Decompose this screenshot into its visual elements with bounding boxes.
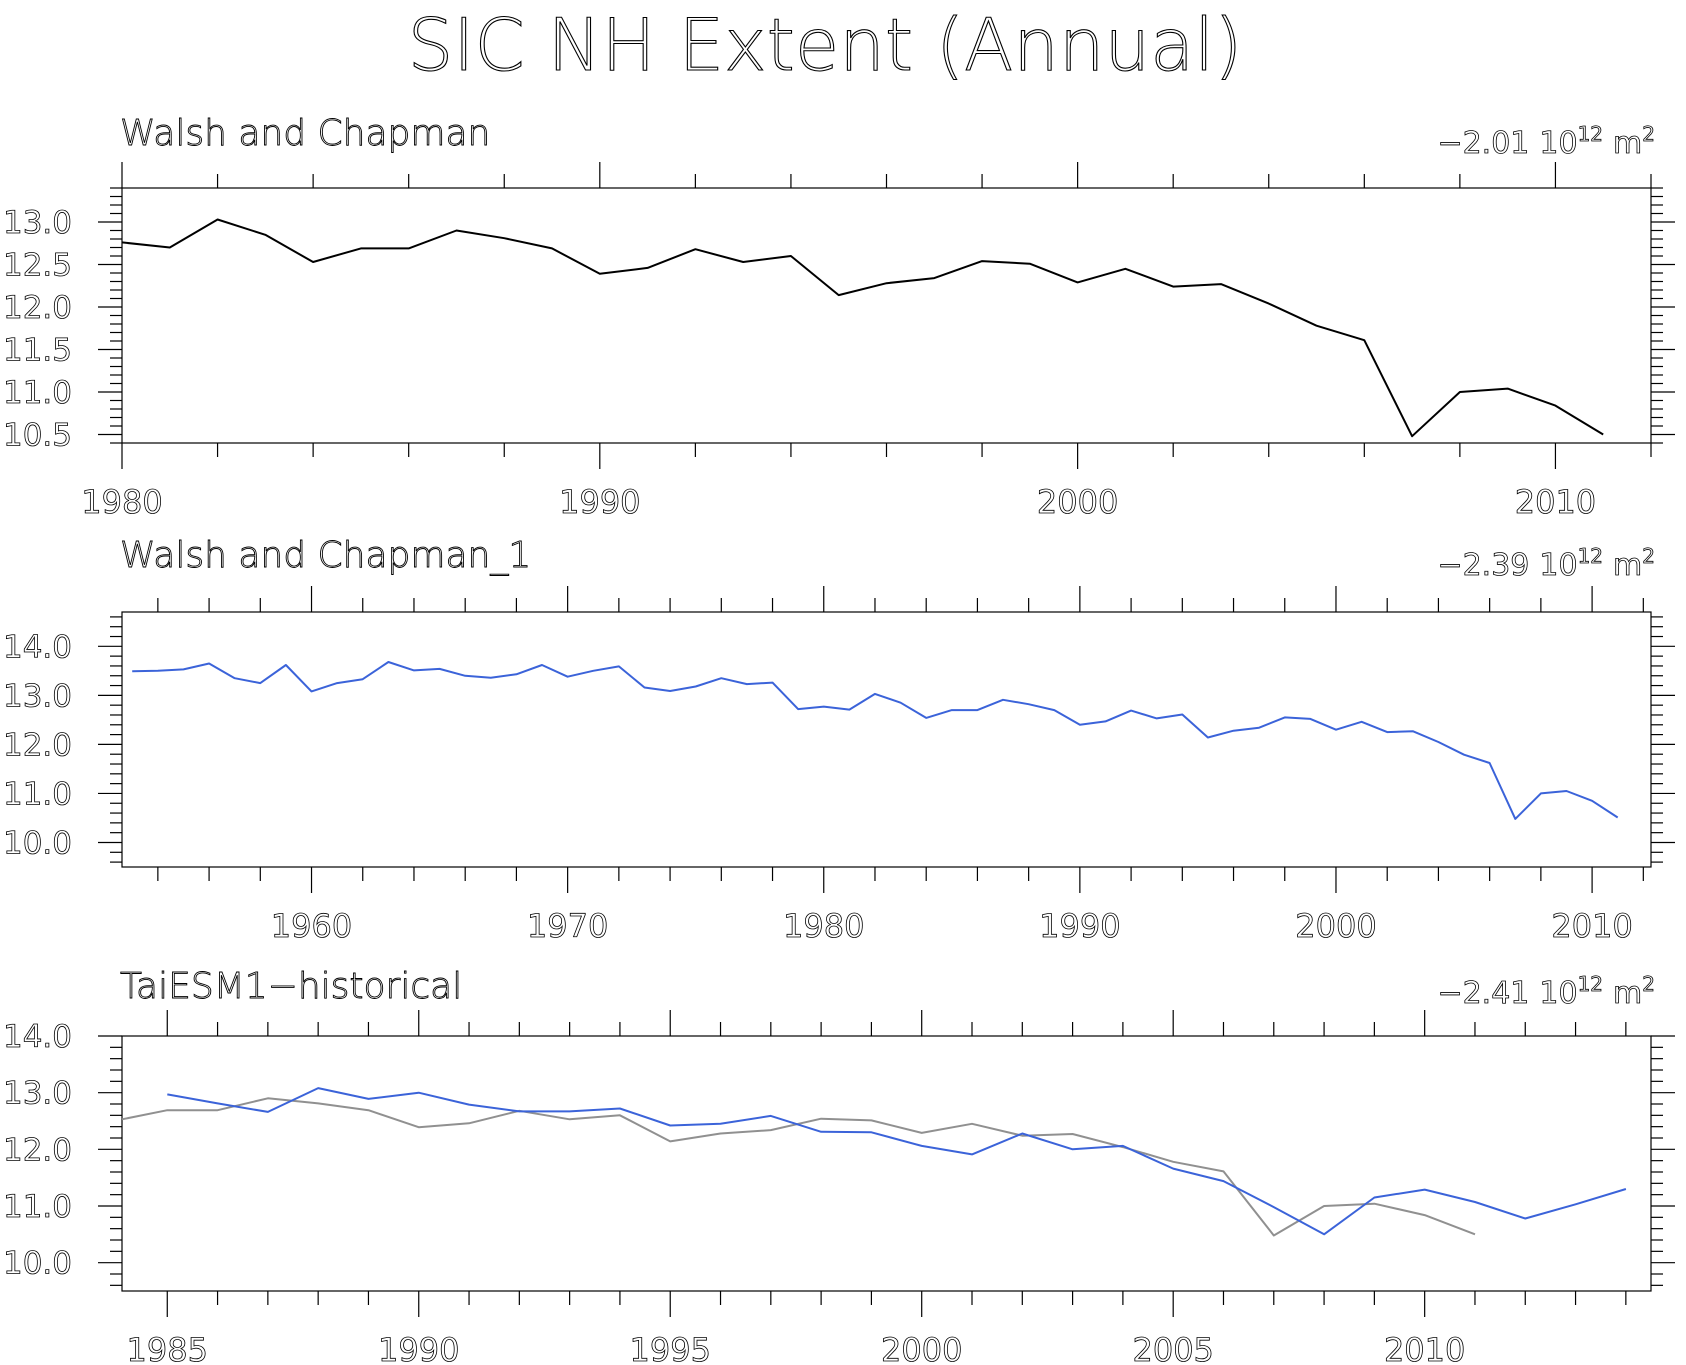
plot-frame (121, 611, 1652, 868)
y-tick-label: 10.5 (3, 418, 72, 454)
panel-walsh-chapman: Walsh and Chapman −2.01 1012 m2 1980 1990 20… (3, 113, 1675, 521)
panel-title: Walsh and Chapman_1 (120, 535, 531, 576)
x-tick-label: 1980 (783, 907, 864, 945)
y-tick-label: 11.0 (3, 1189, 72, 1225)
x-tick-label: 2005 (1132, 1331, 1213, 1365)
x-tick-label: 2000 (881, 1331, 962, 1365)
panel-title: TaiESM1−historical (120, 966, 462, 1007)
x-tick-label: 1970 (527, 907, 608, 945)
y-tick-label: 11.0 (3, 375, 72, 411)
panel-title: Walsh and Chapman (120, 113, 490, 154)
x-tick-label: 1995 (630, 1331, 711, 1365)
series-line (167, 1087, 1627, 1236)
y-tick-label: 14.0 (3, 1019, 72, 1055)
y-tick-label: 12.0 (3, 1132, 72, 1168)
x-tick-label: 1990 (1039, 907, 1120, 945)
y-tick-label: 13.0 (3, 678, 72, 714)
x-tick-label: 2000 (1295, 907, 1376, 945)
x-tick-label: 1980 (81, 483, 162, 521)
trend-label: −2.41 1012 m2 (1437, 972, 1655, 1011)
y-tick-label: 13.0 (3, 205, 72, 241)
plot-frame (121, 187, 1652, 444)
x-tick-label: 2010 (1551, 907, 1632, 945)
x-tick-label: 1985 (127, 1331, 208, 1365)
y-tick-label: 12.0 (3, 727, 72, 763)
panel-walsh-chapman-1: Walsh and Chapman_1 −2.39 1012 m2 1960 1970… (3, 535, 1675, 945)
series-line (121, 1097, 1476, 1237)
y-tick-label: 13.0 (3, 1076, 72, 1112)
x-tick-label: 2010 (1515, 483, 1596, 521)
y-tick-label: 12.0 (3, 290, 72, 326)
x-tick-label: 2010 (1384, 1331, 1465, 1365)
plot-area: 1980 1990 2000 2010 10.5 11.0 11.5 12.0 12.5 13.0 (3, 162, 1675, 521)
figure-title: SIC NH Extent (Annual) (408, 3, 1243, 87)
x-tick-label: 1990 (559, 483, 640, 521)
trend-label: −2.01 1012 m2 (1437, 122, 1655, 161)
x-tick-label: 1960 (271, 907, 352, 945)
plot-frame (121, 1035, 1652, 1292)
plot-area: 1960 1970 1980 1990 2000 2010 10.0 11.0 12.0 13.0… (3, 586, 1675, 945)
y-tick-label: 10.0 (3, 1246, 72, 1282)
y-tick-label: 11.0 (3, 776, 72, 812)
y-tick-label: 11.5 (3, 333, 72, 369)
x-tick-label: 1990 (378, 1331, 459, 1365)
x-tick-label: 2000 (1037, 483, 1118, 521)
y-tick-label: 12.5 (3, 248, 72, 284)
y-tick-label: 14.0 (3, 629, 72, 665)
panel-taiesm1-historical: TaiESM1−historical −2.41 1012 m2 1985 1990 1… (3, 966, 1675, 1365)
plot-area: 1985 1990 1995 2000 2005 2010 10.0 11.0 12.0 13.0… (3, 1010, 1675, 1365)
y-tick-label: 10.0 (3, 825, 72, 861)
trend-label: −2.39 1012 m2 (1437, 544, 1655, 583)
series-line (132, 661, 1619, 820)
series-line (121, 218, 1604, 438)
